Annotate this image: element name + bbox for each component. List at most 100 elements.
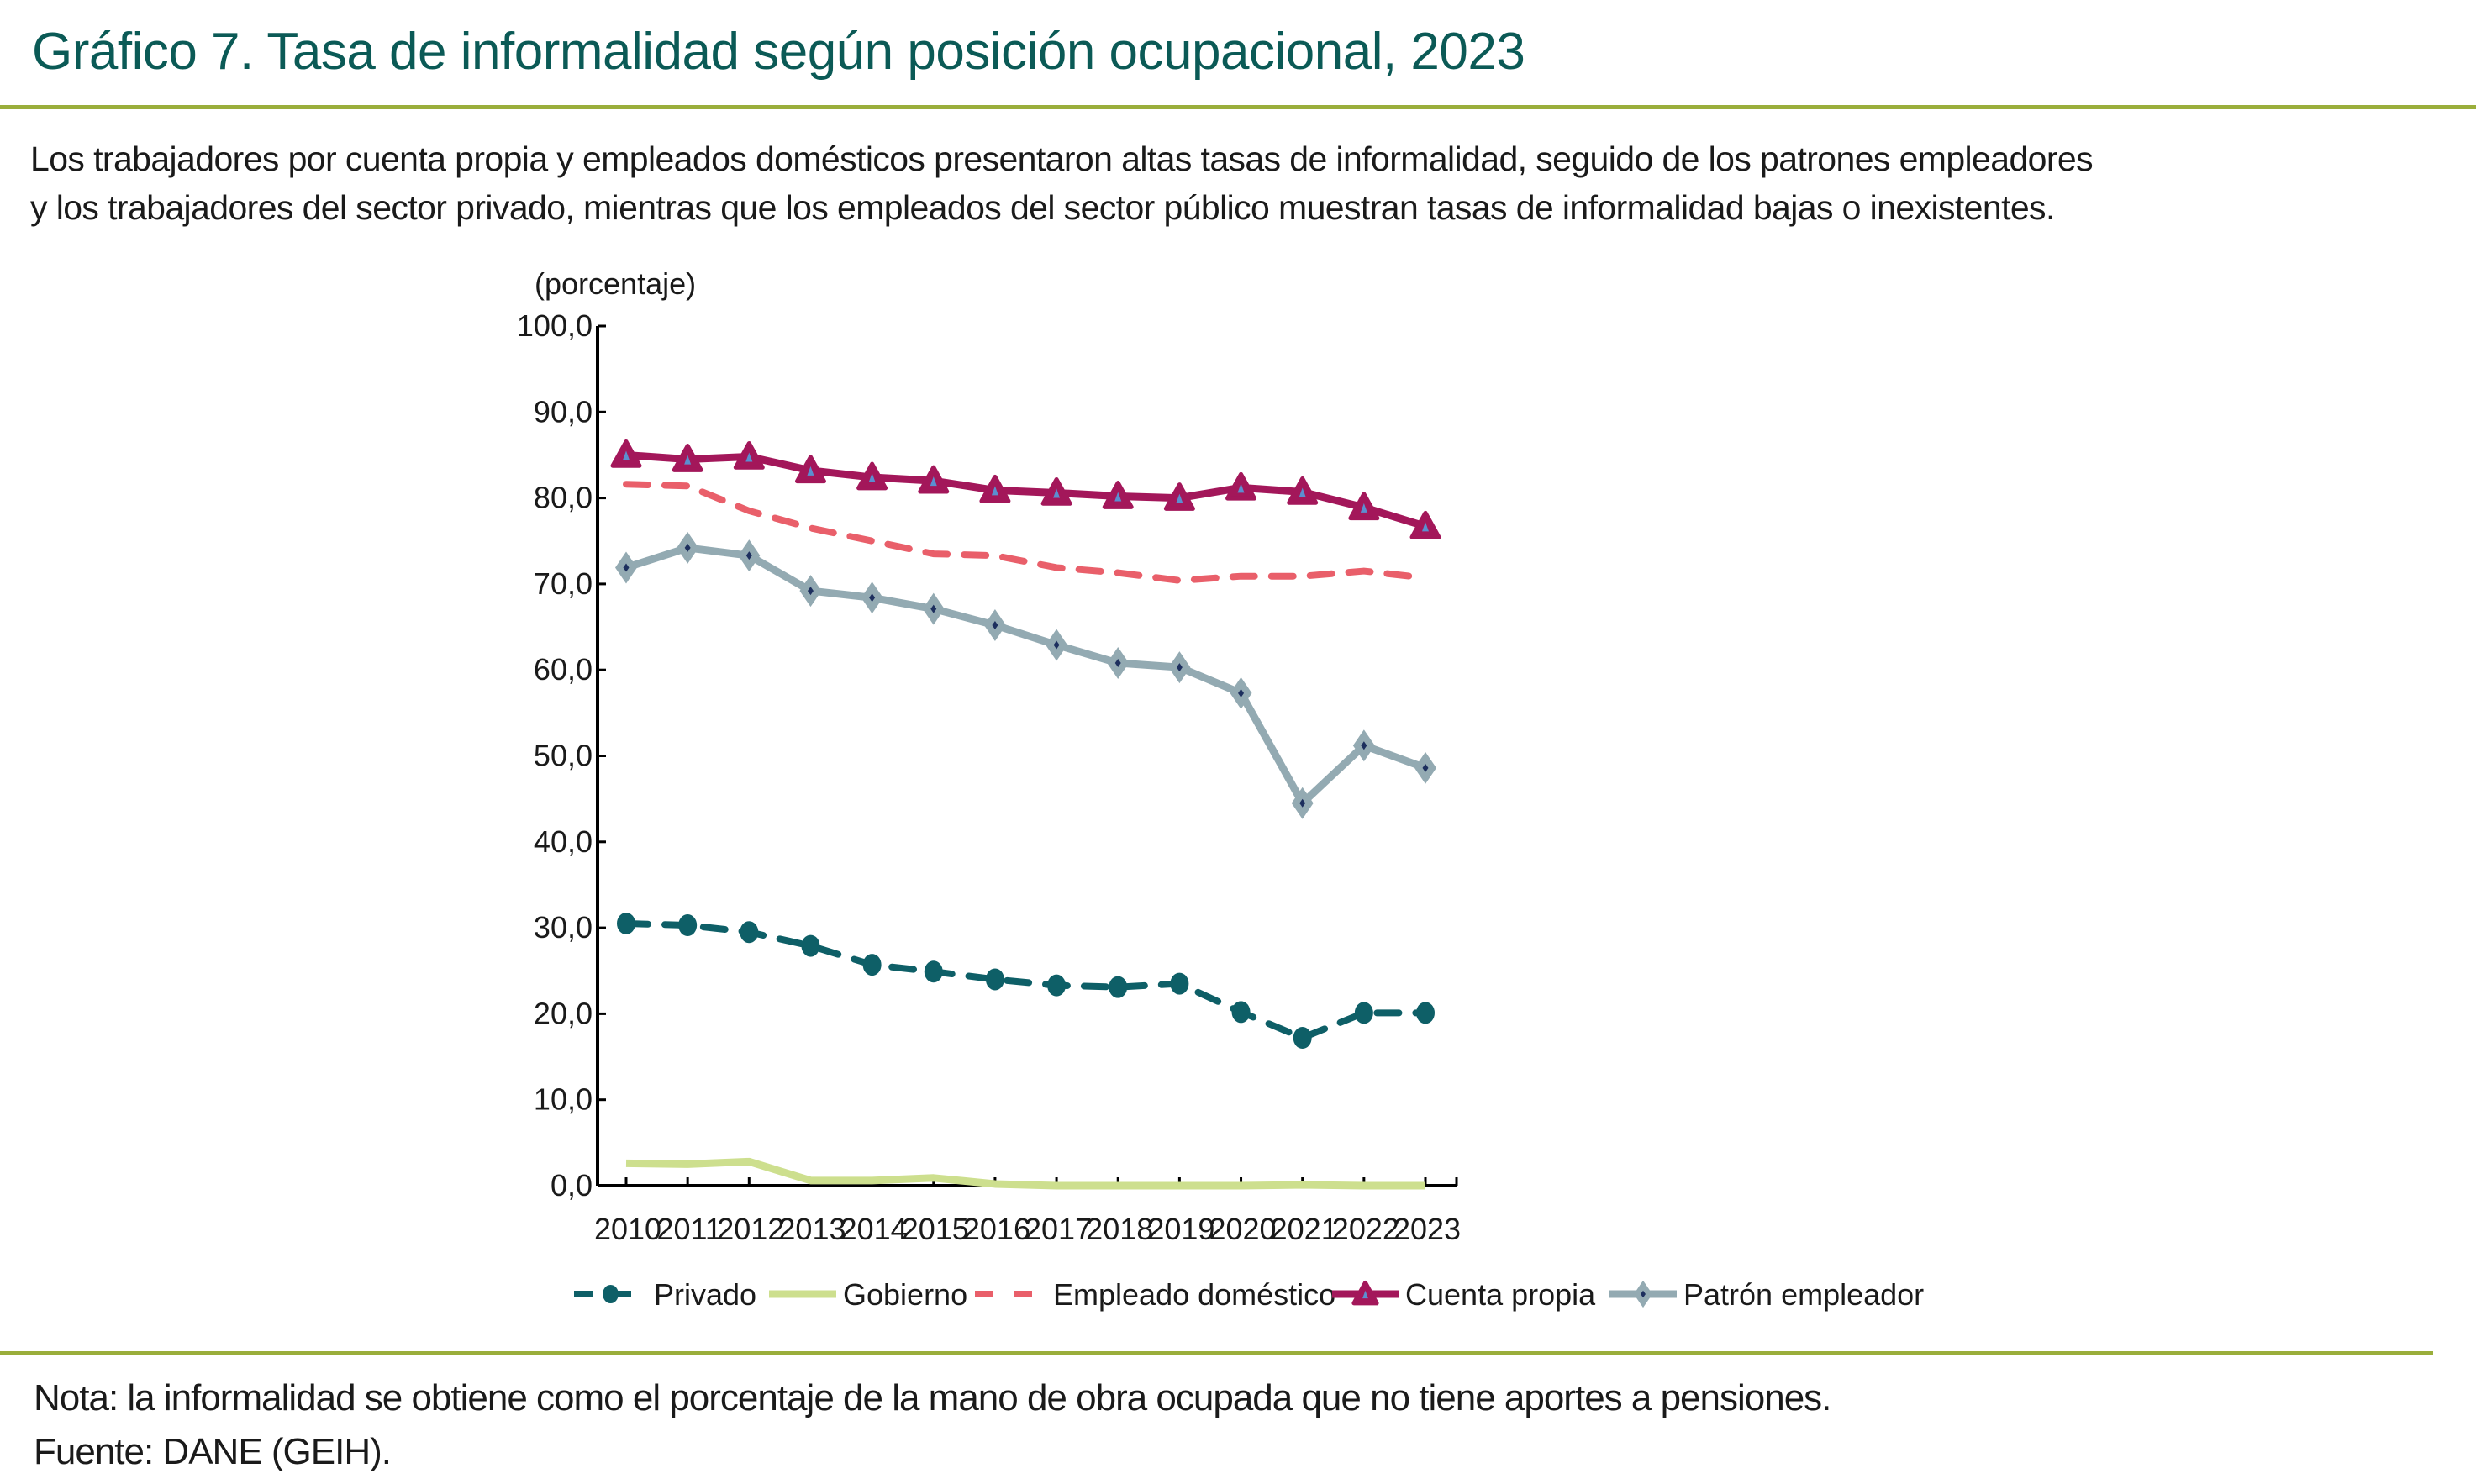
data-point-inner: [1053, 488, 1061, 498]
x-tick-label: 2015: [902, 1212, 969, 1246]
legend-item: Gobierno: [769, 1277, 967, 1312]
data-point-inner: [807, 466, 814, 476]
data-point: [862, 954, 882, 976]
y-tick-label: 0,0: [551, 1168, 593, 1202]
series-empleado-dom-stico: [623, 481, 1429, 584]
data-point-inner: [1114, 659, 1121, 668]
legend-item: Privado: [574, 1277, 756, 1312]
x-tick-label: 2017: [1025, 1212, 1092, 1246]
data-point-inner: [745, 551, 752, 560]
legend-marker-inner: [1362, 1290, 1368, 1299]
x-tick-label: 2018: [1086, 1212, 1153, 1246]
subtitle-line-1: Los trabajadores por cuenta propia y emp…: [30, 139, 2094, 178]
legend-label: Privado: [654, 1277, 756, 1312]
y-tick-label: 50,0: [534, 739, 593, 773]
data-point: [801, 934, 820, 957]
data-point-inner: [930, 476, 937, 487]
footer-note: Nota: la informalidad se obtiene como el…: [34, 1377, 1831, 1418]
data-point-inner: [684, 455, 692, 465]
legend-item: Patrón empleador: [1609, 1277, 1924, 1312]
data-point: [1354, 1002, 1373, 1024]
y-tick-label: 60,0: [534, 652, 593, 687]
series-line: [624, 544, 1427, 808]
y-tick-label: 70,0: [534, 566, 593, 601]
legend-label: Patrón empleador: [1683, 1277, 1924, 1312]
data-point: [924, 960, 943, 983]
data-point-inner: [1422, 522, 1429, 532]
series-patr-n-empleador: [615, 531, 1436, 819]
y-axis-unit-label: (porcentaje): [535, 266, 696, 301]
data-point-inner: [1237, 483, 1245, 493]
data-point: [1047, 974, 1067, 997]
legend-label: Gobierno: [843, 1277, 967, 1312]
legend-marker-inner: [1641, 1290, 1646, 1298]
data-point-inner: [623, 450, 630, 460]
x-tick-label: 2010: [594, 1212, 661, 1246]
data-point-inner: [1361, 741, 1367, 750]
footer: Nota: la informalidad se obtiene como el…: [34, 1371, 1831, 1479]
data-point-inner: [1176, 493, 1183, 503]
data-point-inner: [1299, 487, 1306, 497]
series-line: [625, 1157, 1425, 1190]
data-point-inner: [868, 473, 876, 483]
y-tick-label: 90,0: [534, 394, 593, 429]
series-line: [623, 481, 1429, 584]
axes: 0,0 10,0 20,0 30,0 40,0 50,0 60,0 70,0 80,0 90,0 1…: [517, 308, 1461, 1246]
y-tick-label: 10,0: [534, 1082, 593, 1117]
x-tick-label: 2019: [1147, 1212, 1214, 1246]
data-point: [740, 921, 759, 944]
data-point-inner: [1360, 503, 1367, 513]
data-point: [1231, 1001, 1251, 1024]
series-privado: [617, 912, 1435, 1050]
data-point-inner: [1176, 663, 1183, 672]
title-divider: [0, 105, 2476, 109]
legend-item: Cuenta propia: [1332, 1277, 1596, 1312]
x-tick-label: 2020: [1209, 1212, 1276, 1246]
data-point: [617, 912, 635, 934]
y-tick-label: 80,0: [534, 481, 593, 515]
legend: Privado Gobierno Empleado doméstico Cuenta …: [574, 1277, 1924, 1312]
data-point-inner: [684, 543, 691, 552]
legend-label: Empleado doméstico: [1053, 1277, 1335, 1312]
series-gobierno: [625, 1157, 1425, 1190]
data-point-inner: [745, 452, 753, 462]
data-point: [678, 914, 698, 937]
data-point-inner: [623, 563, 630, 572]
subtitle-line-2: y los trabajadores del sector privado, m…: [30, 188, 2055, 227]
y-tick-label: 100,0: [517, 308, 593, 343]
x-tick-label: 2021: [1271, 1212, 1338, 1246]
x-tick-label: 2012: [717, 1212, 784, 1246]
y-tick-label: 20,0: [534, 996, 593, 1030]
x-tick-label: 2023: [1393, 1212, 1461, 1246]
legend-item: Empleado doméstico: [975, 1277, 1335, 1312]
data-point-inner: [1114, 492, 1122, 502]
data-point-inner: [1238, 688, 1245, 697]
x-tick-label: 2011: [656, 1212, 721, 1246]
data-point-inner: [1053, 640, 1060, 650]
data-point-inner: [1422, 763, 1429, 772]
x-tick-label: 2014: [840, 1212, 908, 1246]
series-cuenta-propia: [610, 439, 1441, 539]
footer-divider: [0, 1351, 2433, 1355]
x-tick-label: 2016: [963, 1212, 1030, 1246]
series-line: [623, 919, 1429, 1042]
data-point: [985, 968, 1004, 991]
y-tick-label: 40,0: [534, 824, 593, 859]
series-layer: [610, 439, 1441, 1190]
footer-source: Fuente: DANE (GEIH).: [34, 1431, 392, 1472]
chart-subtitle: Los trabajadores por cuenta propia y emp…: [30, 134, 2468, 232]
data-point: [1293, 1027, 1312, 1050]
data-point-inner: [1299, 798, 1306, 808]
data-point-inner: [807, 587, 814, 596]
data-point: [1416, 1002, 1435, 1024]
x-tick-label: 2013: [778, 1212, 846, 1246]
legend-marker: [603, 1284, 619, 1304]
data-point: [1170, 972, 1189, 995]
chart-title: Gráfico 7. Tasa de informalidad según po…: [32, 23, 1525, 81]
legend-label: Cuenta propia: [1405, 1277, 1596, 1312]
data-point: [1109, 976, 1128, 998]
data-point-inner: [992, 621, 998, 630]
y-tick-label: 30,0: [534, 910, 593, 945]
x-tick-label: 2022: [1332, 1212, 1399, 1246]
